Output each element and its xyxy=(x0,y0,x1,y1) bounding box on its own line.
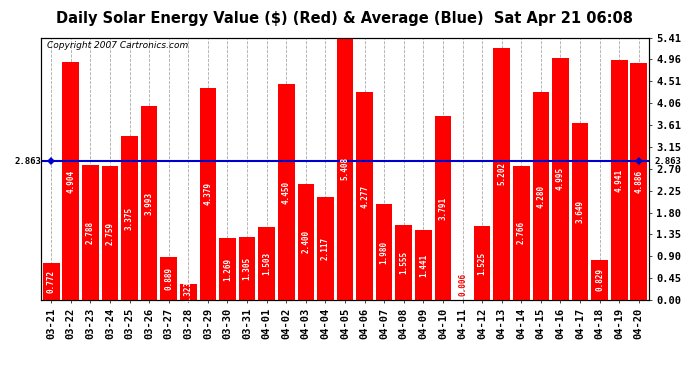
Bar xyxy=(533,92,549,300)
Text: 0.006: 0.006 xyxy=(458,273,467,296)
Bar xyxy=(219,238,236,300)
Bar xyxy=(199,87,216,300)
Bar xyxy=(82,165,99,300)
Bar xyxy=(278,84,295,300)
Text: 0.889: 0.889 xyxy=(164,267,173,290)
Text: 2.759: 2.759 xyxy=(106,222,115,245)
Text: Daily Solar Energy Value ($) (Red) & Average (Blue)  Sat Apr 21 06:08: Daily Solar Energy Value ($) (Red) & Ave… xyxy=(57,11,633,26)
Text: 1.555: 1.555 xyxy=(400,251,408,274)
Bar xyxy=(356,93,373,300)
Bar xyxy=(180,284,197,300)
Text: 1.305: 1.305 xyxy=(243,257,252,280)
Bar xyxy=(63,62,79,300)
Bar xyxy=(337,38,353,300)
Bar xyxy=(141,106,157,300)
Text: 2.117: 2.117 xyxy=(321,237,330,260)
Text: 4.886: 4.886 xyxy=(634,170,643,193)
Text: 3.375: 3.375 xyxy=(125,207,134,230)
Bar xyxy=(297,183,314,300)
Bar xyxy=(493,48,510,300)
Text: 1.441: 1.441 xyxy=(419,254,428,277)
Bar xyxy=(121,136,138,300)
Bar xyxy=(513,166,530,300)
Bar xyxy=(160,257,177,300)
Text: 1.269: 1.269 xyxy=(223,258,232,281)
Text: 4.277: 4.277 xyxy=(360,184,369,208)
Bar xyxy=(43,262,59,300)
Bar xyxy=(474,226,491,300)
Text: 0.829: 0.829 xyxy=(595,268,604,291)
Text: 2.788: 2.788 xyxy=(86,221,95,244)
Text: 4.904: 4.904 xyxy=(66,170,75,193)
Text: 2.766: 2.766 xyxy=(517,221,526,245)
Text: 5.202: 5.202 xyxy=(497,162,506,185)
Bar xyxy=(591,260,608,300)
Bar xyxy=(101,166,118,300)
Bar xyxy=(552,58,569,300)
Bar xyxy=(395,225,412,300)
Bar xyxy=(572,123,589,300)
Bar xyxy=(631,63,647,300)
Bar xyxy=(435,116,451,300)
Bar xyxy=(376,204,393,300)
Text: 0.772: 0.772 xyxy=(47,270,56,293)
Text: 2.863: 2.863 xyxy=(655,157,682,166)
Text: Copyright 2007 Cartronics.com: Copyright 2007 Cartronics.com xyxy=(48,42,189,51)
Text: 5.408: 5.408 xyxy=(340,157,350,180)
Text: 1.503: 1.503 xyxy=(262,252,271,275)
Text: 0.323: 0.323 xyxy=(184,280,193,304)
Text: 2.863: 2.863 xyxy=(14,157,41,166)
Text: 1.980: 1.980 xyxy=(380,240,388,264)
Text: 3.791: 3.791 xyxy=(438,196,447,220)
Text: 4.941: 4.941 xyxy=(615,169,624,192)
Bar xyxy=(611,60,627,300)
Bar xyxy=(317,197,334,300)
Text: 3.993: 3.993 xyxy=(145,192,154,215)
Text: 3.649: 3.649 xyxy=(575,200,584,223)
Text: 4.379: 4.379 xyxy=(204,182,213,206)
Text: 4.450: 4.450 xyxy=(282,180,290,204)
Bar xyxy=(415,230,432,300)
Text: 4.995: 4.995 xyxy=(556,167,565,190)
Text: 2.400: 2.400 xyxy=(302,230,310,254)
Text: 1.525: 1.525 xyxy=(477,252,486,274)
Bar xyxy=(239,237,255,300)
Text: 4.280: 4.280 xyxy=(536,184,545,208)
Bar xyxy=(258,227,275,300)
